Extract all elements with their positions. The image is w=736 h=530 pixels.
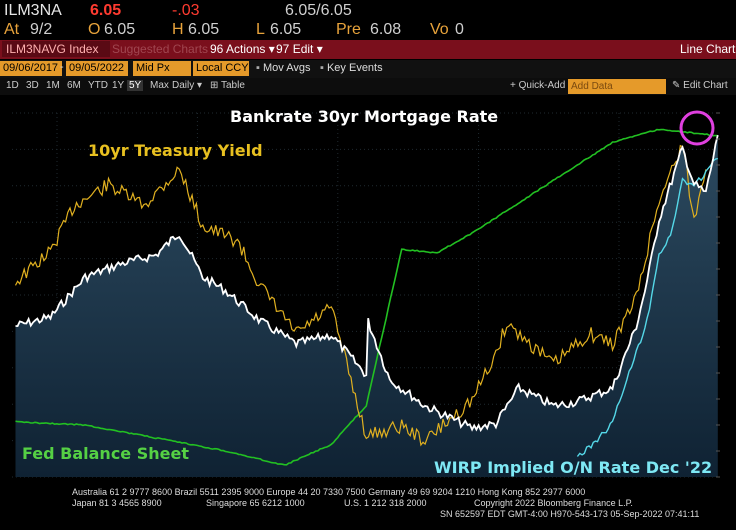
mortgage-area bbox=[15, 135, 718, 477]
open-value: 6.05 bbox=[104, 21, 136, 38]
edit-label: Edit bbox=[292, 42, 314, 56]
edit-chart-label: Edit Chart bbox=[683, 80, 728, 91]
footer-japan: Japan 81 3 4565 8900 bbox=[72, 498, 162, 508]
pencil-icon: ✎ bbox=[672, 80, 681, 91]
suggested-charts[interactable]: Suggested Charts bbox=[112, 42, 209, 56]
edit-num: 97 bbox=[276, 42, 290, 56]
footer-session: SN 652597 EDT GMT-4:00 H970-543-173 05-S… bbox=[440, 509, 700, 519]
mov-avgs-toggle[interactable]: ▪ Mov Avgs bbox=[256, 62, 310, 74]
footer-copyright: Copyright 2022 Bloomberg Finance L.P. bbox=[474, 498, 633, 508]
annotation-fed: Fed Balance Sheet bbox=[22, 444, 189, 463]
open-label: O bbox=[88, 21, 101, 38]
period-bar: 1D 3D 1M 6M YTD 1Y 5Y Max Daily ▾ ⊞ Tabl… bbox=[0, 78, 736, 95]
chevron-down-icon: ▾ bbox=[197, 80, 203, 91]
period-6m[interactable]: 6M bbox=[67, 80, 81, 91]
ticker[interactable]: ILM3NA bbox=[4, 2, 62, 19]
series-line-10yr-treasury bbox=[14, 144, 707, 447]
series-line-mortgage-rate bbox=[15, 134, 719, 433]
quick-add-label: + Quick-Add bbox=[510, 80, 566, 91]
at-label: At bbox=[4, 21, 20, 38]
table-icon: ⊞ bbox=[210, 80, 219, 91]
low-value: 6.05 bbox=[270, 21, 302, 38]
footer-us: U.S. 1 212 318 2000 bbox=[344, 498, 427, 508]
period-5y[interactable]: 5Y bbox=[127, 80, 144, 91]
mov-avgs-label: Mov Avgs bbox=[262, 62, 311, 74]
add-data-input[interactable]: Add Data bbox=[568, 79, 666, 94]
high-label: H bbox=[172, 21, 184, 38]
edit-menu[interactable]: 97 Edit ▾ bbox=[276, 42, 323, 56]
annotation-treasury: 10yr Treasury Yield bbox=[88, 141, 263, 160]
frequency-label: Daily bbox=[172, 80, 195, 91]
low-label: L bbox=[256, 21, 265, 38]
security-field[interactable]: ILM3NAVG Index bbox=[2, 41, 110, 57]
period-1d[interactable]: 1D bbox=[6, 80, 19, 91]
toolbar: ILM3NAVG Index Suggested Charts 96 Actio… bbox=[0, 40, 736, 59]
table-toggle[interactable]: ⊞ Table bbox=[210, 80, 245, 91]
last-price: 6.05 bbox=[90, 2, 122, 19]
vol-value: 0 bbox=[455, 21, 464, 38]
right-axis bbox=[716, 112, 720, 478]
highlight-circle bbox=[679, 110, 715, 146]
chevron-down-icon: ▾ bbox=[316, 42, 323, 56]
date-separator: - bbox=[60, 61, 64, 73]
chart-area[interactable] bbox=[0, 95, 736, 487]
period-max[interactable]: Max bbox=[150, 80, 169, 91]
period-1m[interactable]: 1M bbox=[46, 80, 60, 91]
annotation-mortgage: Bankrate 30yr Mortgage Rate bbox=[230, 107, 499, 126]
key-events-label: Key Events bbox=[326, 62, 383, 74]
high-value: 6.05 bbox=[188, 21, 220, 38]
vol-label: Vo bbox=[430, 21, 449, 38]
checkbox-icon: ▪ bbox=[256, 62, 260, 74]
price-field-select[interactable]: Mid Px bbox=[133, 61, 191, 76]
period-1y[interactable]: 1Y bbox=[112, 80, 125, 91]
series-line-fed-balance-sheet bbox=[15, 128, 718, 466]
actions-menu[interactable]: 96 Actions ▾ bbox=[210, 42, 275, 56]
frequency-select[interactable]: Daily ▾ bbox=[172, 80, 202, 91]
pre-label: Pre bbox=[336, 21, 361, 38]
edit-chart-button[interactable]: ✎ Edit Chart bbox=[672, 80, 728, 91]
footer-singapore: Singapore 65 6212 1000 bbox=[206, 498, 305, 508]
quick-add-menu[interactable]: + Quick-Add ▾ bbox=[510, 80, 573, 91]
controls-bar: 09/06/2017 - 09/05/2022 Mid Px Local CCY… bbox=[0, 60, 736, 78]
currency-select[interactable]: Local CCY bbox=[193, 61, 249, 76]
actions-num: 96 bbox=[210, 42, 224, 56]
pre-value: 6.08 bbox=[370, 21, 402, 38]
view-type: Line Chart bbox=[680, 42, 736, 56]
footer-line1: Australia 61 2 9777 8600 Brazil 5511 239… bbox=[72, 487, 586, 497]
chevron-down-icon: ▾ bbox=[268, 42, 275, 56]
checkbox-icon: ▪ bbox=[320, 62, 324, 74]
period-ytd[interactable]: YTD bbox=[88, 80, 108, 91]
start-date-field[interactable]: 09/06/2017 bbox=[0, 61, 62, 76]
footer: Australia 61 2 9777 8600 Brazil 5511 239… bbox=[0, 487, 736, 530]
key-events-toggle[interactable]: ▪ Key Events bbox=[320, 62, 383, 74]
quote-date: 9/2 bbox=[30, 21, 53, 38]
price-change: -.03 bbox=[172, 2, 200, 19]
annotation-wirp: WIRP Implied O/N Rate Dec '22 bbox=[434, 458, 713, 477]
quote-strip: ILM3NA 6.05 -.03 6.05/6.05 At 9/2 O 6.05… bbox=[0, 0, 736, 40]
period-3d[interactable]: 3D bbox=[26, 80, 39, 91]
end-date-field[interactable]: 09/05/2022 bbox=[66, 61, 128, 76]
bid-ask: 6.05/6.05 bbox=[285, 2, 352, 19]
actions-label: Actions bbox=[226, 42, 266, 56]
table-label: Table bbox=[221, 80, 245, 91]
